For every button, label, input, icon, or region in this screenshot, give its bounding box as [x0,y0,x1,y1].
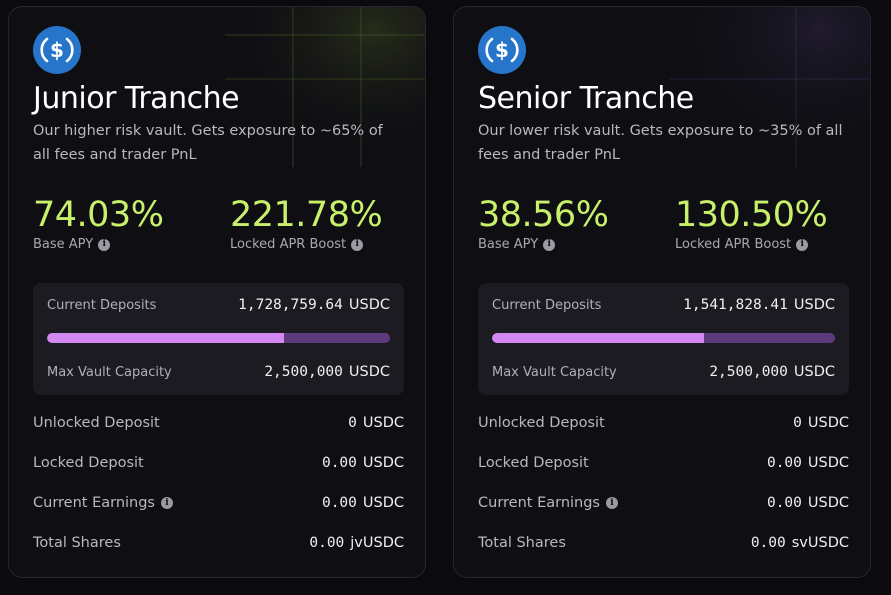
total-shares-value: 0.00 jvUSDC [309,535,404,551]
info-icon[interactable]: i [606,497,618,509]
locked-deposit-row: Locked Deposit 0.00 USDC [478,455,849,471]
deposits-panel: Current Deposits 1,541,828.41 USDC Max Va… [478,283,849,395]
info-icon[interactable]: i [161,497,173,509]
base-apy-stat: 38.56% Base APY i [478,195,609,252]
info-icon[interactable]: i [351,238,364,251]
base-apy-label: Base APY [478,237,539,252]
locked-deposit-label: Locked Deposit [33,455,144,471]
current-deposits-label: Current Deposits [47,297,157,313]
base-apy-value: 38.56% [478,195,609,235]
svg-text:$: $ [50,38,64,62]
card-title: Senior Tranche [478,81,694,116]
locked-apr-value: 221.78% [230,195,383,235]
junior-tranche-card[interactable]: $ Junior Tranche Our higher risk vault. … [8,6,426,578]
total-shares-row: Total Shares 0.00 svUSDC [478,535,849,551]
current-earnings-row: Current Earnings i 0.00 USDC [478,495,849,511]
max-capacity-label: Max Vault Capacity [492,364,617,380]
base-apy-stat: 74.03% Base APY i [33,195,164,252]
current-deposits-value: 1,728,759.64 USDC [238,297,390,313]
base-apy-value: 74.03% [33,195,164,235]
capacity-progress-bar [47,333,390,343]
unlocked-deposit-value: 0 USDC [793,415,849,431]
locked-apr-stat: 130.50% Locked APR Boost i [675,195,828,252]
total-shares-label: Total Shares [33,535,121,551]
base-apy-label: Base APY [33,237,94,252]
current-deposits-label: Current Deposits [492,297,602,313]
svg-text:$: $ [495,38,509,62]
unlocked-deposit-row: Unlocked Deposit 0 USDC [33,415,404,431]
total-shares-value: 0.00 svUSDC [750,535,849,551]
locked-apr-value: 130.50% [675,195,828,235]
locked-apr-stat: 221.78% Locked APR Boost i [230,195,383,252]
current-earnings-label: Current Earnings [33,495,155,511]
capacity-progress-bar [492,333,835,343]
usdc-icon: $ [33,26,81,74]
current-earnings-row: Current Earnings i 0.00 USDC [33,495,404,511]
max-capacity-label: Max Vault Capacity [47,364,172,380]
unlocked-deposit-value: 0 USDC [348,415,404,431]
deposits-panel: Current Deposits 1,728,759.64 USDC Max Va… [33,283,404,395]
locked-deposit-value: 0.00 USDC [321,455,404,471]
current-earnings-label-wrap: Current Earnings i [478,495,618,511]
senior-tranche-card[interactable]: $ Senior Tranche Our lower risk vault. G… [453,6,871,578]
current-earnings-value: 0.00 USDC [766,495,849,511]
current-earnings-value: 0.00 USDC [321,495,404,511]
unlocked-deposit-row: Unlocked Deposit 0 USDC [478,415,849,431]
unlocked-deposit-label: Unlocked Deposit [478,415,605,431]
locked-apr-label: Locked APR Boost [230,237,347,252]
current-earnings-label: Current Earnings [478,495,600,511]
card-description: Our higher risk vault. Gets exposure to … [33,123,383,163]
total-shares-row: Total Shares 0.00 jvUSDC [33,535,404,551]
total-shares-label: Total Shares [478,535,566,551]
current-deposits-value: 1,541,828.41 USDC [683,297,835,313]
max-capacity-value: 2,500,000 USDC [709,364,835,380]
max-capacity-value: 2,500,000 USDC [264,364,390,380]
card-description: Our lower risk vault. Gets exposure to ~… [478,123,843,163]
locked-deposit-value: 0.00 USDC [766,455,849,471]
info-icon[interactable]: i [543,238,556,251]
capacity-progress-fill [47,333,285,343]
unlocked-deposit-label: Unlocked Deposit [33,415,160,431]
locked-deposit-row: Locked Deposit 0.00 USDC [33,455,404,471]
locked-apr-label: Locked APR Boost [675,237,792,252]
usdc-icon: $ [478,26,526,74]
current-earnings-label-wrap: Current Earnings i [33,495,173,511]
info-icon[interactable]: i [796,238,809,251]
card-title: Junior Tranche [33,81,240,116]
capacity-progress-fill [492,333,704,343]
info-icon[interactable]: i [98,238,111,251]
locked-deposit-label: Locked Deposit [478,455,589,471]
